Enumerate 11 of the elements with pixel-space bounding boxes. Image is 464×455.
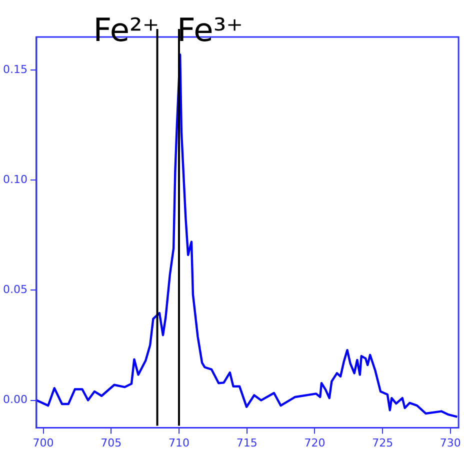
x-tick-label: 700 (32, 436, 54, 450)
x-tick-label: 705 (100, 436, 122, 450)
x-tick-label: 725 (372, 436, 394, 450)
y-tick-label: 0.05 (2, 283, 28, 296)
y-tick-label: 0.15 (2, 62, 28, 76)
x-tick-label: 720 (304, 436, 326, 450)
y-tick-label: 0.10 (2, 172, 28, 186)
y-tick-label: 0.00 (2, 393, 28, 406)
x-tick-label: 730 (440, 436, 461, 450)
x-tick-label: 710 (168, 436, 190, 450)
x-tick-label: 715 (236, 436, 258, 450)
